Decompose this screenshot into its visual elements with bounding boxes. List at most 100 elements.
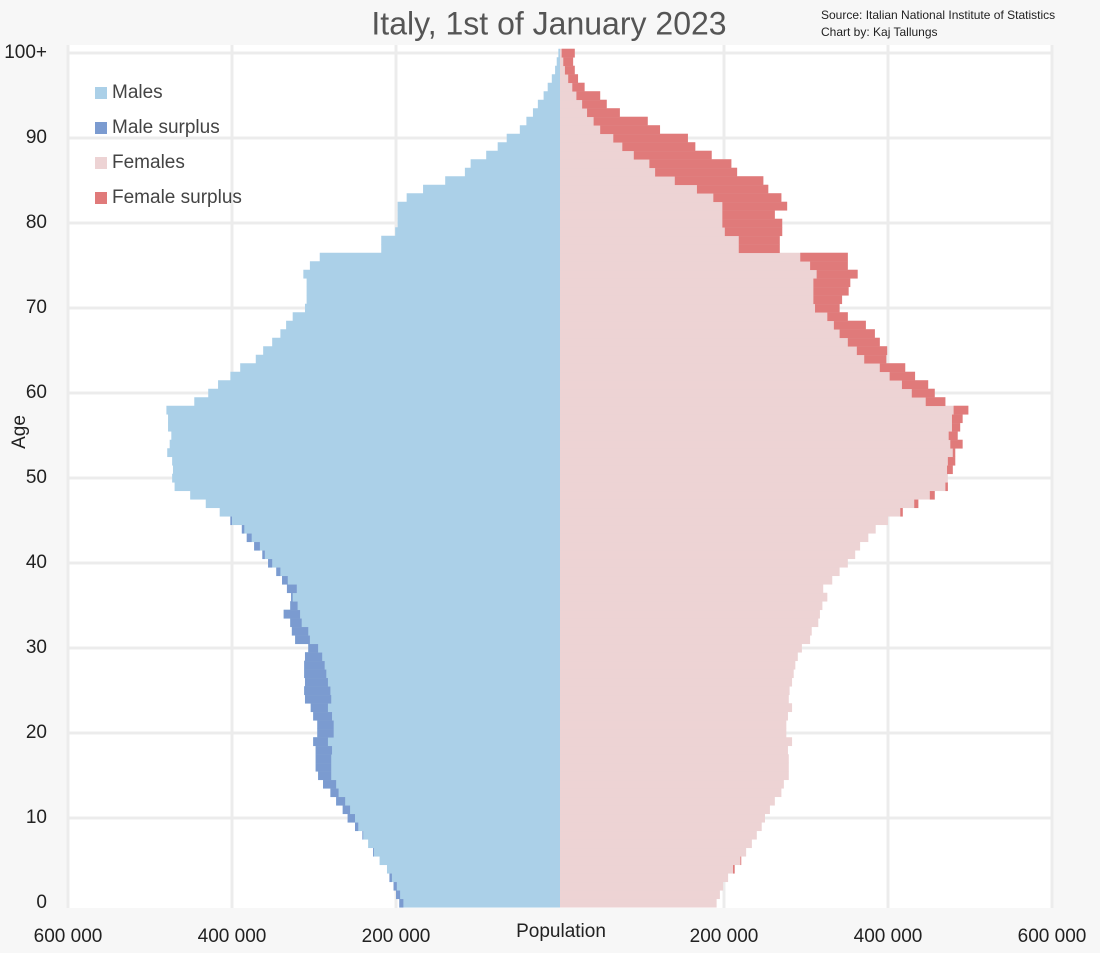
male-bar — [171, 431, 560, 441]
female-bar — [560, 193, 782, 203]
male-bar — [315, 754, 560, 764]
x-tick-label: 600 000 — [1018, 926, 1087, 947]
female-bar — [560, 652, 798, 662]
female-bar — [560, 473, 948, 483]
male-surplus — [313, 737, 328, 747]
male-surplus — [262, 550, 265, 560]
female-bar — [560, 711, 788, 721]
female-bar — [560, 635, 811, 645]
female-bar — [560, 720, 787, 730]
female-surplus — [738, 244, 780, 254]
male-surplus — [393, 881, 397, 891]
male-bar — [304, 303, 560, 313]
male-bar — [519, 125, 560, 135]
male-surplus — [295, 635, 310, 645]
male-bar — [240, 363, 560, 373]
female-bar — [560, 414, 963, 424]
male-surplus — [389, 873, 392, 883]
male-surplus — [291, 592, 293, 602]
female-surplus — [713, 193, 782, 203]
male-bar — [205, 499, 560, 509]
female-surplus — [576, 91, 601, 101]
female-surplus — [572, 82, 585, 92]
female-surplus — [722, 201, 788, 211]
female-surplus — [674, 176, 764, 186]
x-tick-label: 200 000 — [362, 926, 431, 947]
male-bar — [291, 592, 560, 602]
male-bar — [397, 218, 560, 228]
female-bar — [560, 507, 903, 517]
male-surplus — [254, 541, 260, 551]
female-bar — [560, 762, 789, 772]
male-bar — [276, 567, 560, 577]
female-bar — [560, 295, 843, 305]
female-surplus — [833, 320, 866, 330]
female-bar — [560, 898, 717, 908]
female-bar — [560, 813, 765, 823]
female-surplus — [951, 414, 963, 424]
male-bar — [397, 201, 560, 211]
male-surplus — [323, 779, 337, 789]
female-surplus — [633, 150, 712, 160]
female-bar — [560, 830, 757, 840]
y-tick-label: 40 — [26, 552, 47, 573]
female-surplus — [879, 363, 906, 373]
male-bar — [167, 448, 560, 458]
male-bar — [315, 745, 560, 755]
female-bar — [560, 227, 783, 237]
male-bar — [445, 176, 560, 186]
x-tick-label: 400 000 — [854, 926, 923, 947]
male-surplus — [355, 822, 359, 832]
female-bar — [560, 261, 848, 271]
female-bar — [560, 448, 956, 458]
male-surplus — [342, 805, 351, 815]
male-bar — [506, 133, 560, 143]
male-bar — [304, 686, 560, 696]
male-bar — [470, 159, 560, 169]
male-surplus — [315, 745, 333, 755]
male-bar — [208, 388, 560, 398]
female-bar — [560, 252, 848, 262]
male-surplus — [362, 830, 364, 840]
female-bar — [560, 422, 961, 432]
male-bar — [290, 618, 560, 628]
female-surplus — [810, 261, 848, 271]
female-surplus — [864, 354, 887, 364]
female-surplus — [947, 465, 953, 475]
female-bar — [560, 609, 820, 619]
female-bar — [560, 371, 916, 381]
female-bar — [560, 558, 848, 568]
male-surplus — [241, 524, 245, 534]
male-surplus — [347, 813, 355, 823]
male-surplus — [290, 601, 298, 611]
male-surplus — [373, 847, 374, 857]
male-surplus — [304, 660, 325, 670]
male-bar — [381, 244, 560, 254]
female-bar — [560, 856, 742, 866]
male-bar — [368, 839, 560, 849]
female-surplus — [911, 388, 935, 398]
y-tick-label: 60 — [26, 382, 47, 403]
female-bar — [560, 601, 823, 611]
female-bar — [560, 694, 789, 704]
male-bar — [323, 779, 560, 789]
male-bar — [168, 414, 561, 424]
female-surplus — [951, 422, 961, 432]
male-surplus — [318, 771, 332, 781]
y-axis-label: Age — [9, 415, 30, 449]
male-bar — [263, 346, 560, 356]
female-bar — [560, 286, 849, 296]
female-bar — [560, 864, 735, 874]
female-bar — [560, 626, 812, 636]
female-bar — [560, 788, 782, 798]
female-bar — [560, 771, 789, 781]
male-bar — [168, 422, 561, 432]
male-bar — [399, 898, 560, 908]
female-bar — [560, 456, 956, 466]
male-bar — [319, 252, 560, 262]
female-surplus — [568, 74, 579, 84]
male-bar — [286, 320, 560, 330]
male-bar — [291, 626, 560, 636]
male-bar — [308, 643, 560, 653]
male-bar — [317, 728, 560, 738]
